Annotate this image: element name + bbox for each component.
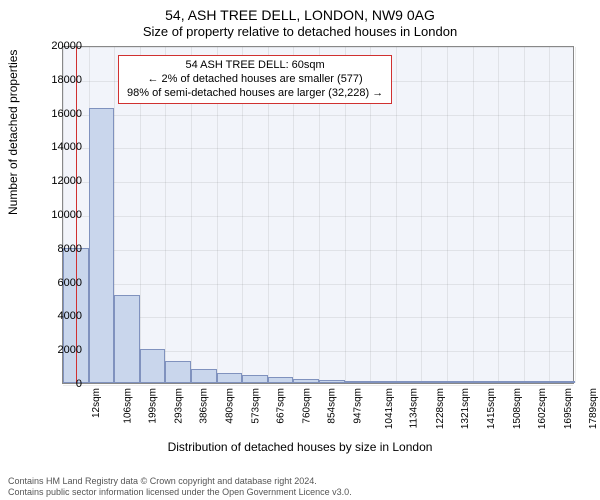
x-tick-label: 573sqm: [250, 388, 261, 424]
gridline-h: [63, 385, 573, 386]
x-tick-label: 1789sqm: [589, 388, 600, 429]
histogram-bar: [268, 377, 294, 383]
x-tick-label: 12sqm: [91, 388, 102, 418]
histogram-bar: [165, 361, 191, 383]
histogram-bar: [370, 381, 396, 383]
gridline-v: [524, 47, 525, 383]
x-tick-label: 293sqm: [173, 388, 184, 424]
annotation-line2: ← 2% of detached houses are smaller (577…: [127, 73, 383, 87]
plot-background: 54 ASH TREE DELL: 60sqm← 2% of detached …: [62, 46, 574, 384]
x-tick-label: 199sqm: [148, 388, 159, 424]
x-tick-label: 386sqm: [199, 388, 210, 424]
annotation-line3: 98% of semi-detached houses are larger (…: [127, 87, 383, 101]
x-tick-label: 1695sqm: [563, 388, 574, 429]
histogram-bar: [217, 373, 243, 383]
page-subtitle: Size of property relative to detached ho…: [0, 24, 600, 43]
y-tick-label: 20000: [32, 40, 82, 52]
histogram-bar: [447, 381, 473, 383]
x-tick-label: 760sqm: [301, 388, 312, 424]
histogram-bar: [114, 295, 140, 383]
y-tick-label: 12000: [32, 175, 82, 187]
y-axis-label: Number of detached properties: [6, 50, 20, 215]
footer-line2: Contains public sector information licen…: [8, 487, 352, 498]
x-tick-label: 1415sqm: [486, 388, 497, 429]
x-tick-label: 1321sqm: [461, 388, 472, 429]
histogram-bar: [191, 369, 217, 383]
x-tick-label: 1041sqm: [384, 388, 395, 429]
gridline-v: [421, 47, 422, 383]
x-tick-label: 1134sqm: [409, 388, 420, 428]
y-tick-label: 0: [32, 378, 82, 390]
gridline-v: [396, 47, 397, 383]
histogram-bar: [524, 381, 550, 383]
histogram-bar: [89, 108, 115, 383]
y-tick-label: 10000: [32, 209, 82, 221]
x-axis-label: Distribution of detached houses by size …: [0, 440, 600, 454]
x-tick-label: 667sqm: [276, 388, 287, 424]
gridline-v: [575, 47, 576, 383]
x-tick-label: 106sqm: [122, 388, 133, 424]
y-tick-label: 2000: [32, 344, 82, 356]
gridline-v: [549, 47, 550, 383]
histogram-bar: [293, 379, 319, 383]
histogram-bar: [549, 381, 575, 383]
gridline-v: [498, 47, 499, 383]
histogram-bar: [140, 349, 166, 383]
histogram-bar: [396, 381, 422, 383]
histogram-bar: [498, 381, 524, 383]
x-tick-label: 1228sqm: [435, 388, 446, 429]
y-tick-label: 4000: [32, 310, 82, 322]
y-tick-label: 6000: [32, 277, 82, 289]
chart-area: 54 ASH TREE DELL: 60sqm← 2% of detached …: [62, 46, 574, 384]
y-tick-label: 18000: [32, 74, 82, 86]
histogram-bar: [242, 375, 268, 383]
annotation-line1: 54 ASH TREE DELL: 60sqm: [127, 59, 383, 73]
gridline-v: [447, 47, 448, 383]
histogram-bar: [345, 381, 371, 383]
x-tick-label: 480sqm: [225, 388, 236, 424]
footer-attribution: Contains HM Land Registry data © Crown c…: [8, 476, 352, 498]
histogram-bar: [473, 381, 499, 383]
histogram-bar: [421, 381, 447, 383]
page-title: 54, ASH TREE DELL, LONDON, NW9 0AG: [0, 0, 600, 24]
gridline-v: [473, 47, 474, 383]
y-tick-label: 8000: [32, 243, 82, 255]
x-tick-label: 1508sqm: [512, 388, 523, 429]
annotation-box: 54 ASH TREE DELL: 60sqm← 2% of detached …: [118, 55, 392, 104]
y-tick-label: 16000: [32, 108, 82, 120]
y-tick-label: 14000: [32, 141, 82, 153]
x-tick-label: 1602sqm: [537, 388, 548, 429]
x-tick-label: 947sqm: [353, 388, 364, 424]
x-tick-label: 854sqm: [327, 388, 338, 424]
footer-line1: Contains HM Land Registry data © Crown c…: [8, 476, 352, 487]
histogram-bar: [319, 380, 345, 383]
